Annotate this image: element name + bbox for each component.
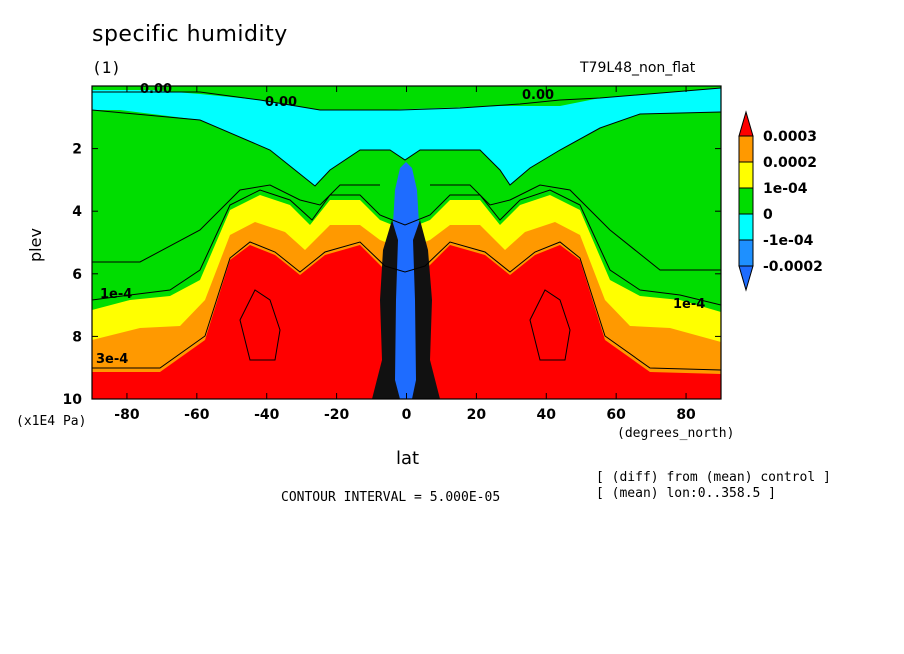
y-tick-label: 6 — [72, 267, 82, 283]
colorbar-label: 0.0002 — [763, 155, 817, 171]
panel-label: (1) — [92, 58, 121, 77]
colorbar-label: -1e-04 — [763, 233, 814, 249]
colorbar-segment — [738, 161, 754, 189]
contour-label: 0.00 — [265, 95, 297, 110]
x-tick-label: 20 — [467, 407, 487, 423]
contour-label: 3e-4 — [96, 352, 128, 367]
colorbar-segment — [738, 239, 754, 267]
contour-fill-layers — [92, 86, 721, 399]
fill-cyan-upper — [92, 86, 721, 186]
contour-line-3e-4 — [92, 241, 721, 371]
experiment-label: T79L48_non_flat — [580, 60, 696, 76]
contour-interval: CONTOUR INTERVAL = 5.000E-05 — [281, 490, 501, 505]
x-axis-unit: (degrees_north) — [617, 426, 735, 441]
contour-line-zero-top — [92, 87, 721, 111]
contour-label: 1e-4 — [100, 287, 132, 302]
mean-note: [ (mean) lon:0..358.5 ] — [596, 486, 777, 501]
contour-line-zero — [92, 109, 721, 187]
x-axis-label: lat — [396, 448, 420, 469]
x-tick-label: 80 — [676, 407, 696, 423]
colorbar-label: 1e-04 — [763, 181, 808, 197]
contour-line-thin-1 — [92, 184, 721, 271]
colorbar-segment — [738, 213, 754, 241]
contour-label: 0.00 — [522, 88, 554, 103]
y-axis-unit: (x1E4 Pa) — [16, 414, 87, 429]
colorbar-bottom-arrow — [738, 265, 754, 292]
contour-line-red-inner — [239, 289, 571, 361]
fill-black-dense-contours — [372, 220, 440, 399]
y-axis-label: plev — [26, 228, 45, 262]
colorbar: 0.0003 0.0002 1e-04 0 -1e-04 -0.0002 — [738, 110, 823, 292]
contour-line-1e-4 — [92, 189, 721, 306]
contour-label: 1e-4 — [673, 297, 705, 312]
x-tick-label: -80 — [114, 407, 140, 423]
colorbar-label: -0.0002 — [763, 259, 823, 275]
y-tick-label: 4 — [72, 204, 82, 220]
colorbar-segment — [738, 187, 754, 215]
x-tick-label: 60 — [606, 407, 626, 423]
fill-green-top-band — [92, 86, 721, 110]
x-tick-label: 40 — [537, 407, 557, 423]
diff-note: [ (diff) from (mean) control ] — [596, 470, 831, 485]
axes: -80 -60 -40 -20 0 20 40 60 80 2 4 6 8 10 — [63, 86, 721, 423]
colorbar-label: 0.0003 — [763, 129, 817, 145]
contour-label: 0.00 — [140, 82, 172, 97]
x-tick-label: 0 — [402, 407, 412, 423]
contour-lines — [92, 87, 721, 371]
y-tick-label: 10 — [63, 392, 83, 408]
x-tick-label: -20 — [324, 407, 350, 423]
x-tick-label: -60 — [184, 407, 210, 423]
x-tick-label: -40 — [254, 407, 280, 423]
colorbar-label: 0 — [763, 207, 773, 223]
y-tick-label: 8 — [72, 329, 82, 345]
y-tick-label: 2 — [72, 142, 82, 158]
colorbar-segment — [738, 135, 754, 163]
chart-title: specific humidity — [92, 22, 288, 47]
colorbar-top-arrow — [738, 110, 754, 137]
